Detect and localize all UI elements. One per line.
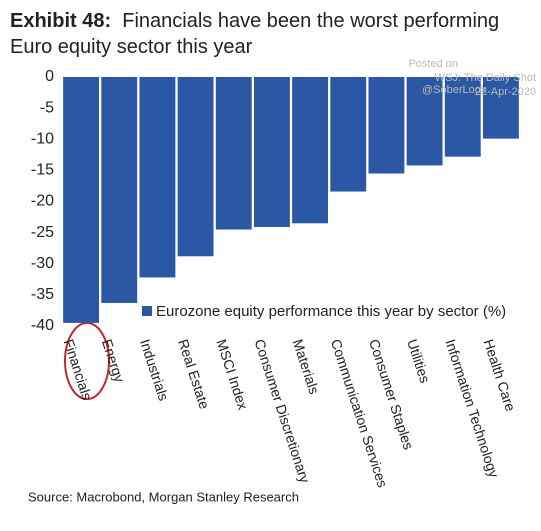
x-tick-label: Health Care	[481, 337, 519, 413]
bar	[215, 77, 252, 230]
bar	[253, 77, 290, 228]
watermark: @SoberLook	[422, 84, 487, 96]
x-tick-label: Real Estate	[175, 337, 213, 411]
legend-swatch	[142, 306, 152, 316]
bar	[101, 77, 138, 303]
bar	[292, 77, 329, 224]
x-tick-label: Industrials	[137, 337, 172, 403]
bar	[368, 77, 405, 174]
watermark: Posted on	[408, 58, 458, 70]
y-tick-label: -5	[40, 99, 54, 116]
y-tick-label: -25	[31, 224, 54, 241]
y-tick-label: -30	[31, 255, 54, 272]
bar	[330, 77, 367, 192]
source-note: Source: Macrobond, Morgan Stanley Resear…	[28, 489, 299, 504]
bar	[63, 77, 100, 323]
y-tick-label: -10	[31, 130, 54, 147]
bar	[444, 77, 481, 157]
watermark: 22-Apr-2020	[475, 86, 536, 98]
bar	[177, 77, 214, 257]
highlight-ellipse	[64, 322, 110, 400]
bar	[482, 77, 519, 139]
x-tick-label: Materials	[290, 337, 323, 396]
y-tick-label: 0	[45, 68, 54, 85]
y-tick-label: -40	[31, 317, 54, 334]
bar	[139, 77, 176, 278]
title-text: Financials have been the worst performin…	[10, 10, 500, 58]
y-tick-label: -15	[31, 162, 54, 179]
legend-label: Eurozone equity performance this year by…	[156, 303, 506, 320]
chart-title: Exhibit 48: Financials have been the wor…	[10, 8, 530, 60]
bar	[406, 77, 443, 166]
x-tick-label: MSCI Index	[213, 337, 251, 412]
y-tick-label: -35	[31, 286, 54, 303]
x-tick-label: Energy	[99, 337, 128, 384]
watermark: WSJ: The Daily Shot	[435, 72, 536, 84]
x-tick-label: Utilities	[404, 337, 433, 385]
exhibit-label: Exhibit 48:	[10, 10, 112, 32]
y-tick-label: -20	[31, 193, 54, 210]
